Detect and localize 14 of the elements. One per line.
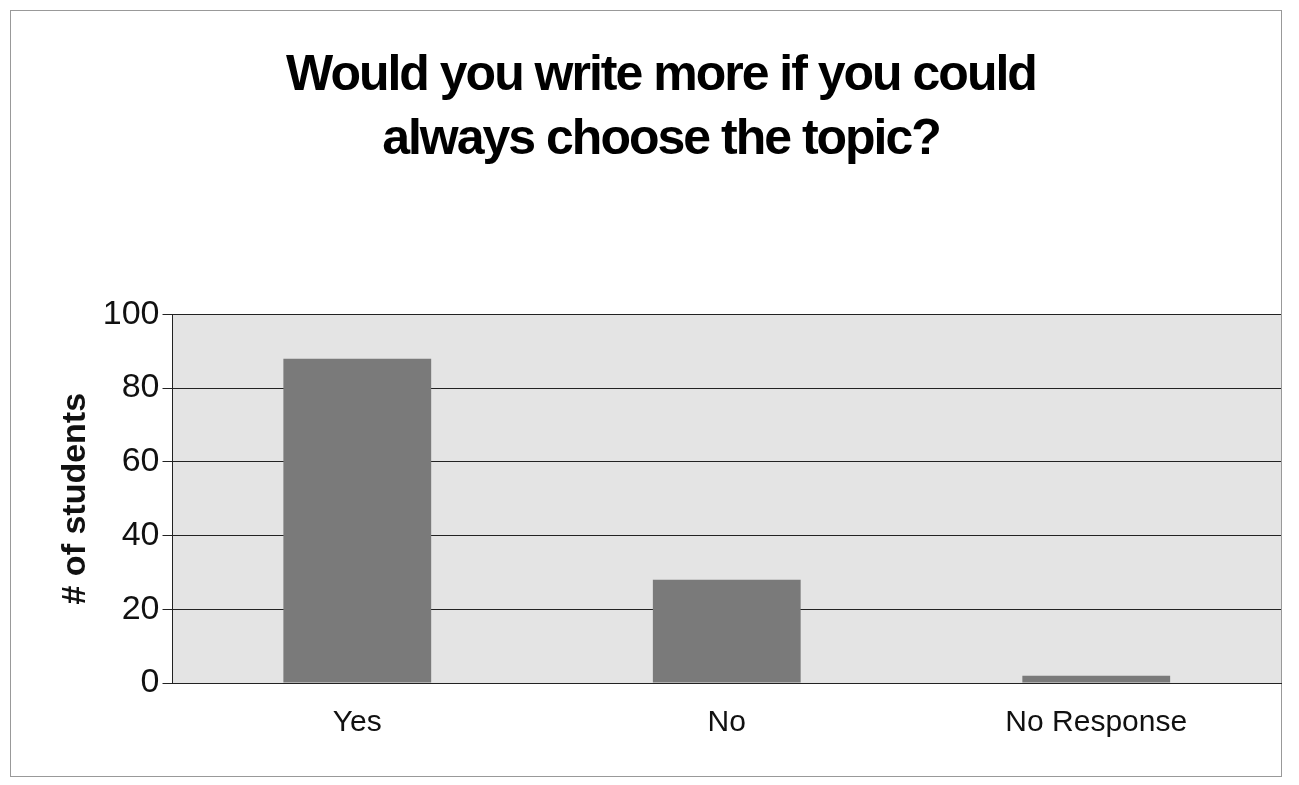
y-tick-label: 80 (121, 366, 160, 405)
x-tick-label: No (707, 704, 746, 738)
y-tick-label: 40 (121, 513, 160, 552)
bar (1022, 675, 1171, 683)
bar (652, 579, 801, 683)
bar (283, 358, 432, 683)
y-tick-label: 0 (140, 661, 160, 700)
y-axis-title: # of students (53, 392, 92, 605)
x-tick-label: No Response (1005, 704, 1188, 738)
y-tick-label: 20 (121, 587, 160, 626)
x-tick-label: Yes (332, 704, 382, 738)
y-tick-label: 60 (121, 440, 160, 479)
y-tick-label: 100 (102, 292, 160, 331)
chart-title: Would you write more if you could always choose the topic? (285, 44, 1037, 167)
